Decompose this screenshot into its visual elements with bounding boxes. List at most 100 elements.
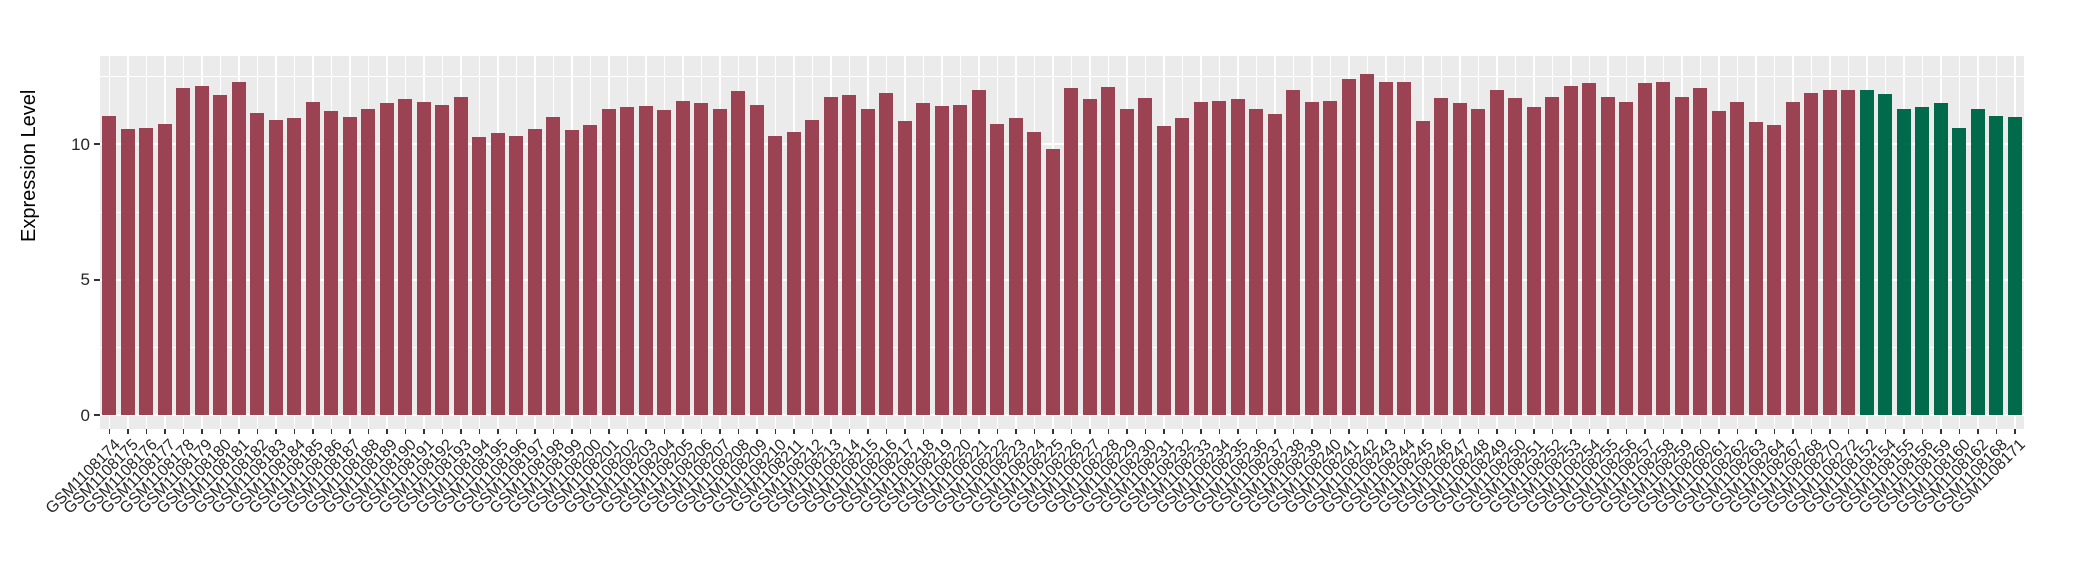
bar	[1286, 89, 1301, 415]
bar	[398, 99, 413, 415]
bar	[712, 108, 727, 415]
bar	[1434, 97, 1449, 415]
x-tick-mark	[1755, 429, 1757, 434]
bar	[1600, 96, 1615, 415]
x-tick-mark	[1921, 429, 1923, 434]
x-tick-mark	[1644, 429, 1646, 434]
bar	[194, 85, 209, 415]
bar	[805, 119, 820, 415]
bar	[472, 137, 487, 415]
x-tick-mark	[386, 429, 388, 434]
bar	[231, 81, 246, 415]
bar	[1878, 93, 1893, 415]
x-tick-mark	[1033, 429, 1035, 434]
x-tick-mark	[460, 429, 462, 434]
bar	[1896, 108, 1911, 415]
major-gridline	[100, 143, 2024, 145]
bar	[1212, 100, 1227, 415]
bar	[1841, 89, 1856, 415]
bar	[1674, 96, 1689, 415]
bar	[324, 111, 339, 415]
bar	[546, 116, 561, 415]
x-tick-mark	[1866, 429, 1868, 434]
major-gridline	[100, 278, 2024, 281]
x-tick-mark	[1163, 429, 1165, 434]
bar	[1008, 118, 1023, 415]
x-tick-mark	[1662, 429, 1664, 434]
bar	[1082, 99, 1097, 415]
x-tick-mark	[1126, 429, 1128, 434]
y-tick-mark	[94, 278, 100, 281]
x-tick-mark	[996, 429, 998, 434]
x-tick-mark	[1200, 429, 1202, 434]
bar	[971, 89, 986, 415]
bar	[490, 133, 505, 415]
bar	[620, 107, 635, 415]
y-tick-mark	[94, 143, 100, 145]
y-tick-label: 10	[71, 134, 90, 154]
bar	[287, 118, 302, 415]
bar	[416, 101, 431, 415]
x-tick-mark	[1292, 429, 1294, 434]
x-tick-mark	[127, 429, 129, 434]
bar	[768, 135, 783, 415]
x-tick-mark	[2014, 429, 2016, 434]
x-tick-mark	[275, 429, 277, 434]
x-tick-mark	[737, 429, 739, 434]
x-tick-mark	[1940, 429, 1942, 434]
x-tick-mark	[867, 429, 869, 434]
x-tick-mark	[515, 429, 517, 434]
x-tick-mark	[1718, 429, 1720, 434]
x-tick-mark	[1070, 429, 1072, 434]
x-tick-mark	[848, 429, 850, 434]
x-tick-mark	[367, 429, 369, 434]
bar	[1822, 89, 1837, 415]
x-tick-mark	[811, 429, 813, 434]
bar	[2007, 116, 2022, 415]
y-tick-label: 5	[80, 270, 90, 289]
bar	[509, 135, 524, 415]
bar	[1637, 83, 1652, 415]
x-tick-mark	[1995, 429, 1997, 434]
x-tick-mark	[978, 429, 980, 434]
x-tick-mark	[497, 429, 499, 434]
bar	[842, 95, 857, 415]
bar	[1952, 127, 1967, 415]
x-tick-mark	[1847, 429, 1849, 434]
x-tick-mark	[1440, 429, 1442, 434]
major-gridline	[100, 414, 2024, 416]
x-tick-mark	[774, 429, 776, 434]
x-tick-mark	[1459, 429, 1461, 434]
bar	[379, 103, 394, 415]
bar	[120, 129, 135, 415]
x-tick-mark	[1181, 429, 1183, 434]
bar	[1378, 81, 1393, 415]
x-tick-mark	[1237, 429, 1239, 434]
x-tick-mark	[1107, 429, 1109, 434]
x-tick-mark	[1144, 429, 1146, 434]
bar	[1489, 89, 1504, 415]
x-tick-mark	[1514, 429, 1516, 434]
y-tick-mark	[94, 414, 100, 416]
bar	[1785, 101, 1800, 415]
bar	[934, 106, 949, 415]
bar	[1064, 88, 1079, 415]
bar	[675, 100, 690, 415]
bar	[1156, 126, 1171, 415]
bar	[1138, 97, 1153, 415]
x-tick-mark	[922, 429, 924, 434]
x-tick-mark	[145, 429, 147, 434]
x-tick-mark	[1977, 429, 1979, 434]
bar	[1304, 101, 1319, 415]
bar	[823, 96, 838, 415]
x-tick-mark	[1792, 429, 1794, 434]
x-tick-mark	[1385, 429, 1387, 434]
x-tick-mark	[108, 429, 110, 434]
bar	[583, 125, 598, 415]
x-tick-mark	[312, 429, 314, 434]
x-tick-mark	[219, 429, 221, 434]
x-tick-mark	[1218, 429, 1220, 434]
bar	[1915, 107, 1930, 415]
x-tick-mark	[1699, 429, 1701, 434]
bar	[1730, 101, 1745, 415]
